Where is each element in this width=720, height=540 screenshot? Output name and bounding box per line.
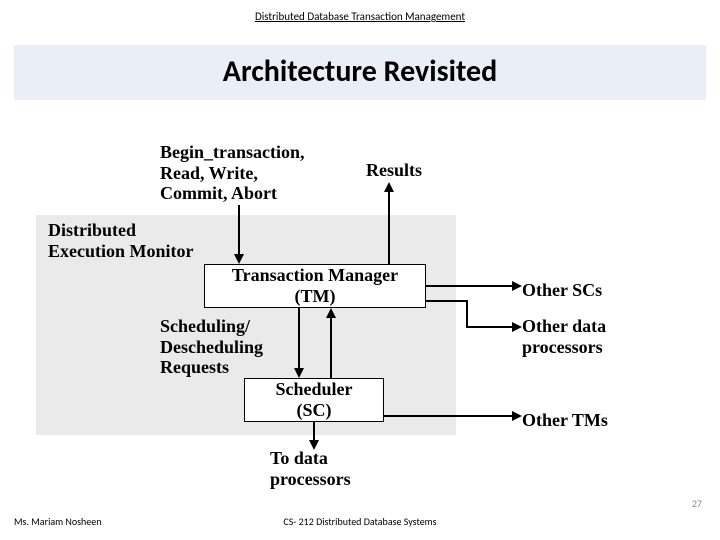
arrow-in-head	[234, 254, 244, 264]
tm-node: Transaction Manager (TM)	[204, 264, 426, 308]
other-dps-label: Other data processors	[522, 316, 606, 357]
arrow-sc-tm-up-head	[326, 308, 336, 318]
monitor-label: Distributed Execution Monitor	[48, 220, 194, 261]
arrow-tm-sc-down-head	[294, 368, 304, 378]
title-bar: Architecture Revisited	[14, 45, 706, 100]
header-subject: Distributed Database Transaction Managem…	[255, 10, 465, 23]
page-number: 27	[692, 497, 702, 510]
arrow-sc-dp-line	[313, 422, 315, 442]
other-tms-label: Other TMs	[522, 410, 608, 431]
input-ops-label: Begin_transaction, Read, Write, Commit, …	[160, 142, 305, 204]
footer-course: CS- 212 Distributed Database Systems	[0, 515, 720, 528]
arrow-results-line	[388, 192, 390, 264]
arrow-tm-dps-h2	[466, 326, 514, 328]
arrow-tm-scs-line	[426, 285, 514, 287]
sched-req-label: Scheduling/ Descheduling Requests	[160, 316, 263, 378]
arrow-in-line	[238, 205, 240, 255]
arrow-sc-tms-line	[384, 415, 514, 417]
arrow-tm-dps-h1	[426, 300, 466, 302]
arrow-tm-sc-down-line	[298, 308, 300, 370]
results-label: Results	[366, 160, 422, 181]
arrow-sc-dp-head	[309, 440, 319, 450]
arrow-tm-dps-head	[512, 322, 522, 332]
other-scs-label: Other SCs	[522, 280, 602, 301]
page-header: Distributed Database Transaction Managem…	[0, 0, 720, 23]
arrow-sc-tm-up-line	[330, 316, 332, 378]
arrow-sc-tms-head	[512, 411, 522, 421]
page-title: Architecture Revisited	[223, 53, 497, 90]
arrow-tm-dps-v	[466, 300, 468, 328]
to-dp-label: To data processors	[270, 448, 351, 489]
arrow-results-head	[384, 182, 394, 192]
arrow-tm-scs-head	[512, 281, 522, 291]
sc-node: Scheduler (SC)	[244, 378, 384, 422]
